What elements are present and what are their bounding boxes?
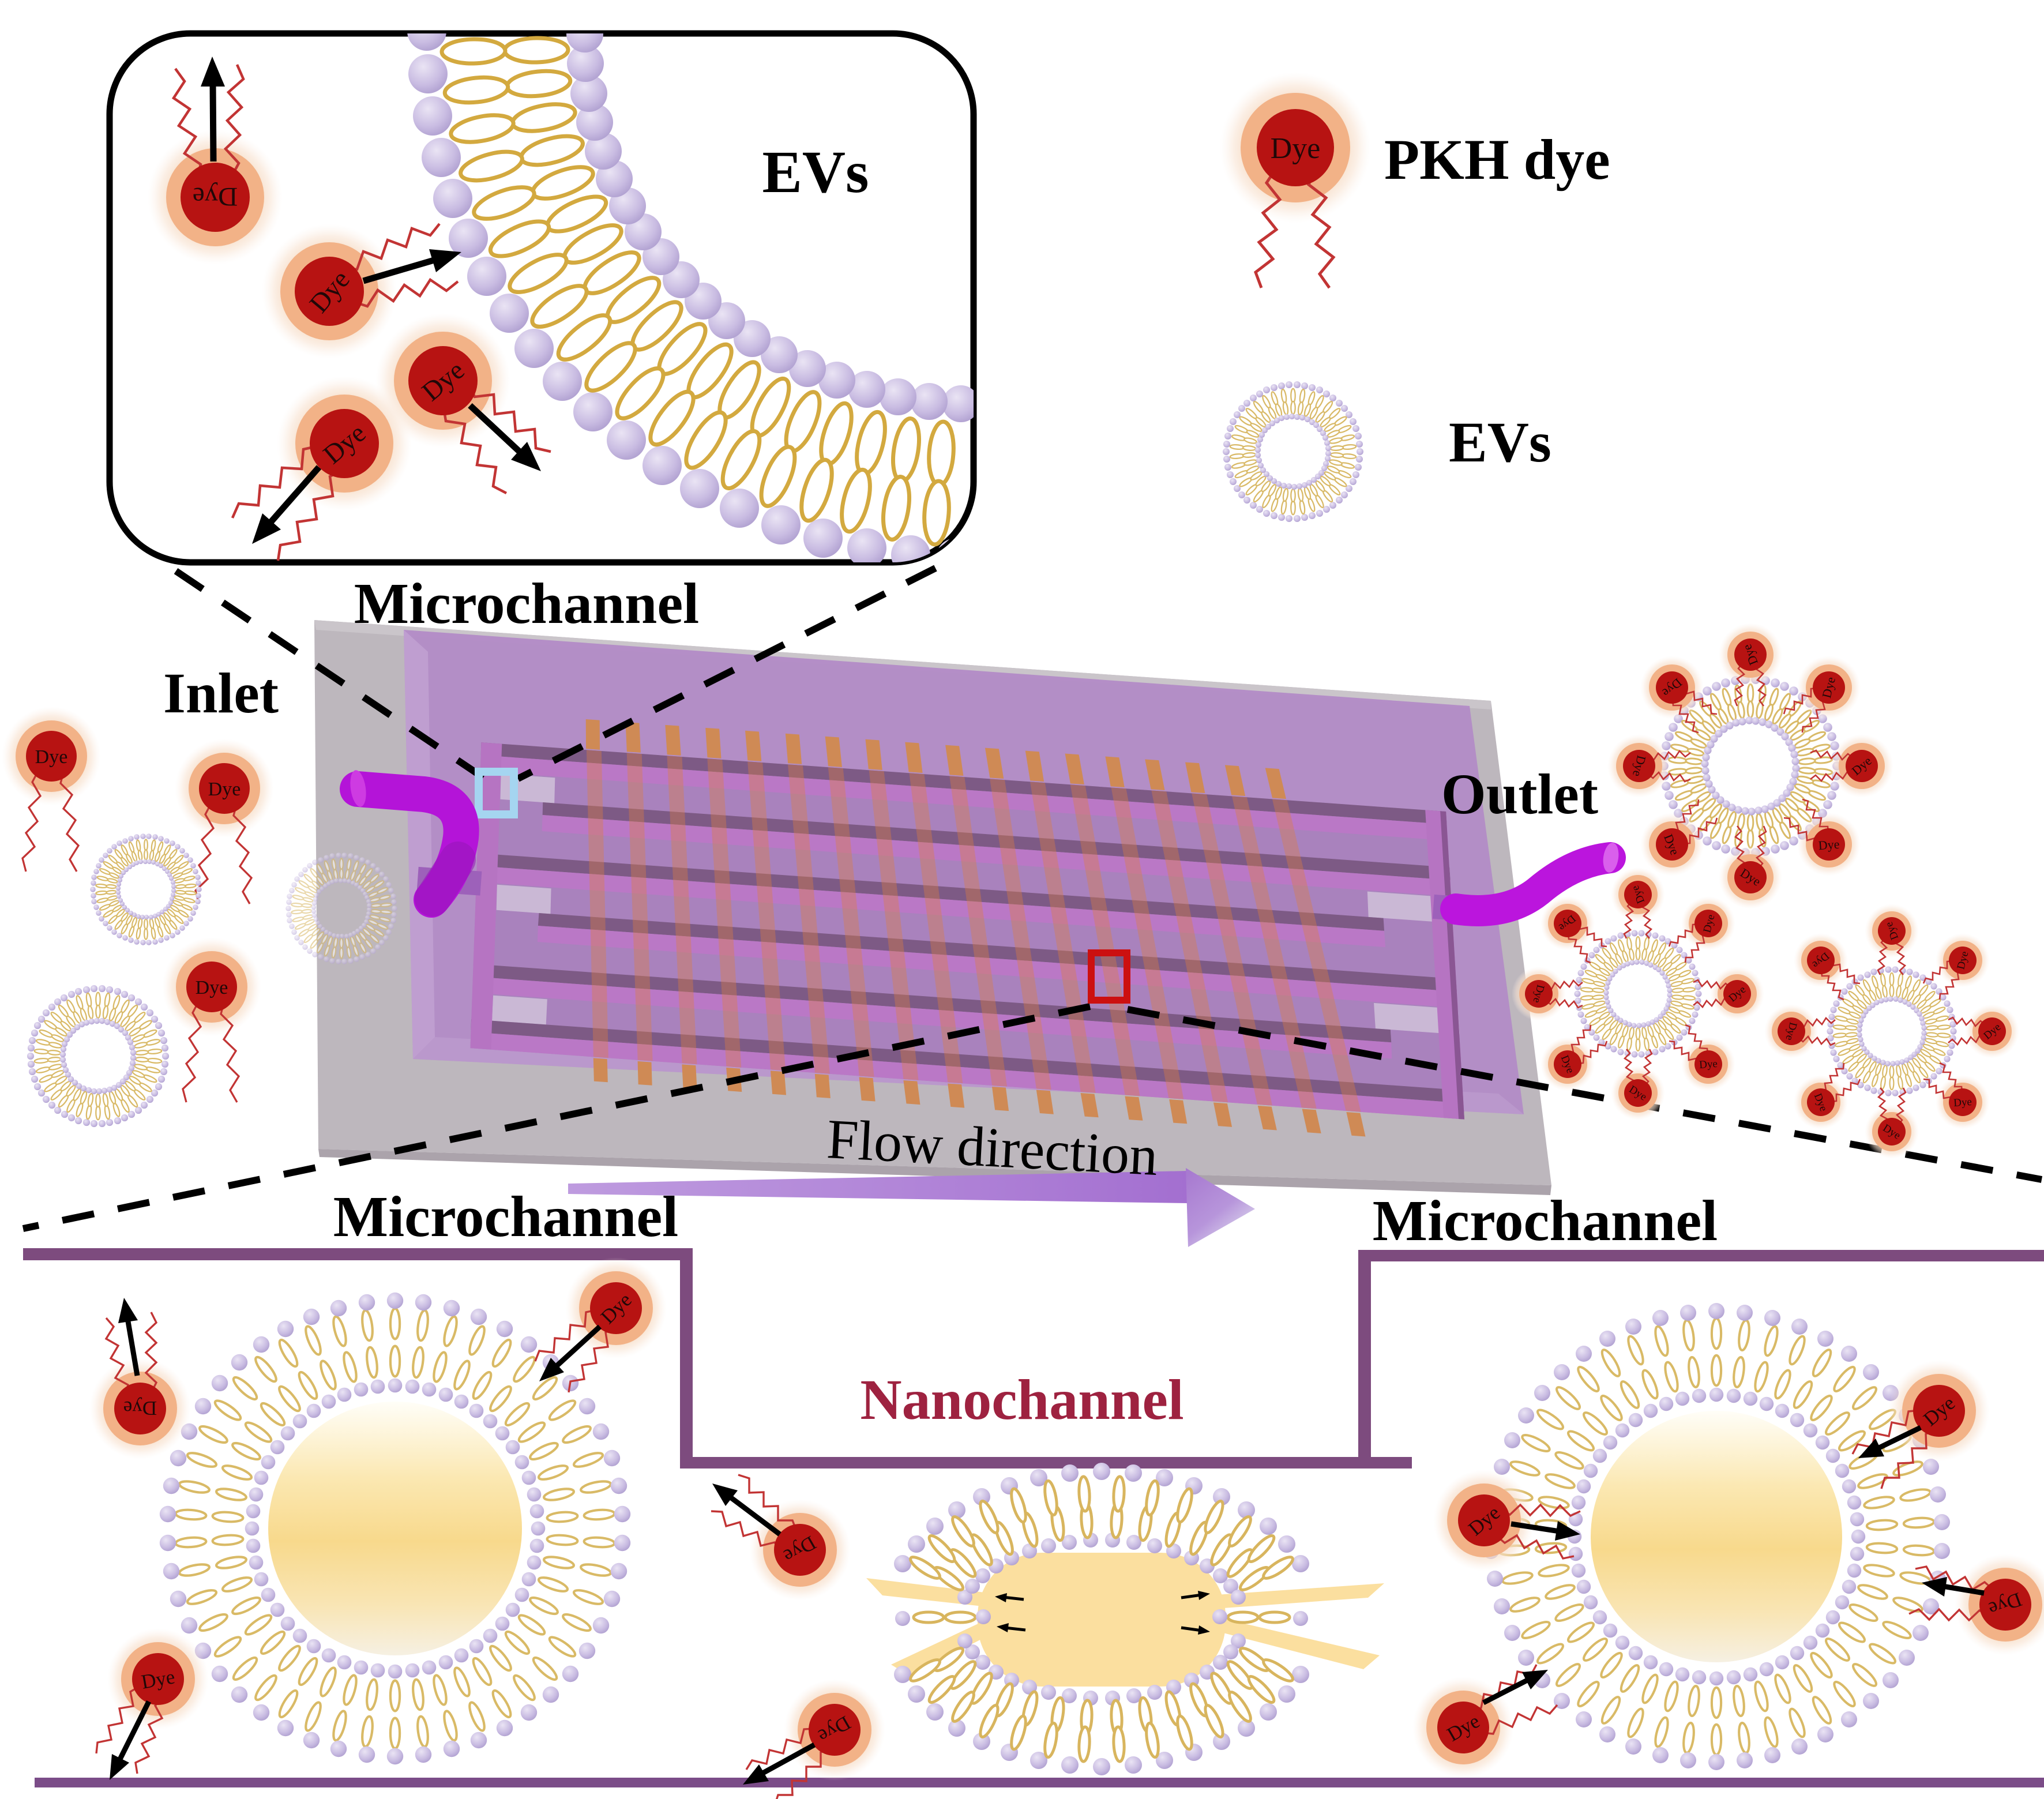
svg-text:Microchannel: Microchannel [333, 1184, 678, 1249]
svg-text:EVs: EVs [762, 139, 869, 205]
svg-text:Dye: Dye [196, 977, 228, 998]
svg-text:Microchannel: Microchannel [354, 571, 699, 636]
svg-text:Outlet: Outlet [1441, 762, 1598, 826]
svg-text:Dye: Dye [1953, 1096, 1972, 1109]
svg-text:EVs: EVs [1449, 410, 1551, 474]
svg-text:Inlet: Inlet [163, 661, 279, 725]
svg-text:Dye: Dye [208, 779, 241, 800]
svg-text:Dye: Dye [1699, 1058, 1718, 1071]
svg-text:Dye: Dye [35, 746, 68, 768]
svg-text:Nanochannel: Nanochannel [860, 1368, 1183, 1432]
svg-text:Dye: Dye [1271, 132, 1321, 165]
svg-text:Dye: Dye [123, 1397, 157, 1419]
svg-text:Dye: Dye [1818, 837, 1840, 852]
svg-text:Dye: Dye [193, 182, 238, 212]
svg-text:Microchannel: Microchannel [1373, 1188, 1718, 1253]
svg-text:PKH dye: PKH dye [1384, 127, 1610, 191]
